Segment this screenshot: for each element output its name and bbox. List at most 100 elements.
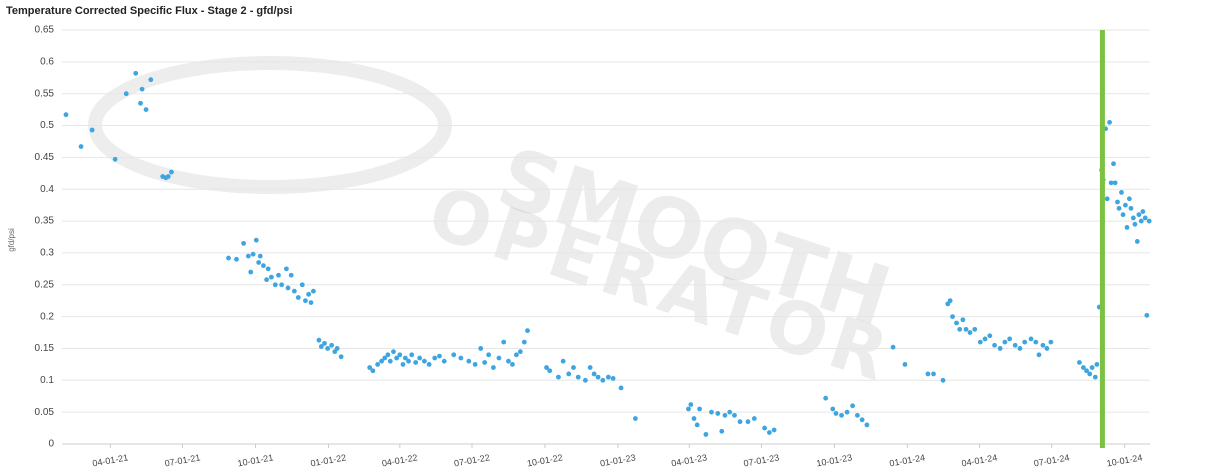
point	[833, 411, 839, 416]
point	[513, 352, 519, 358]
x-tick-label: 10-01-24	[1106, 452, 1143, 468]
point	[334, 346, 340, 351]
point	[496, 355, 502, 361]
point	[303, 298, 308, 304]
point	[600, 377, 606, 383]
point	[299, 282, 305, 288]
point	[854, 412, 860, 418]
point	[148, 77, 154, 83]
point	[686, 406, 691, 412]
point	[248, 269, 254, 275]
y-tick-label: 0.15	[35, 343, 55, 354]
point	[987, 333, 993, 339]
point	[544, 365, 549, 370]
point	[688, 402, 694, 407]
y-tick-label: 0.1	[40, 375, 54, 386]
y-tick-label: 0.25	[35, 279, 55, 290]
point	[1080, 365, 1086, 370]
y-tick-label: 0.35	[35, 216, 55, 227]
point	[265, 266, 271, 272]
point	[143, 107, 149, 113]
point	[1077, 360, 1082, 365]
x-tick-label: 10-01-21	[237, 452, 274, 468]
x-tick-label: 01-01-22	[310, 452, 347, 468]
point	[1094, 361, 1100, 367]
point	[694, 422, 700, 428]
point	[859, 417, 865, 423]
y-tick-label: 0.55	[35, 88, 55, 99]
point	[379, 358, 384, 364]
x-tick-label: 01-01-24	[889, 452, 926, 468]
point	[409, 352, 415, 358]
point	[902, 361, 908, 367]
point	[406, 358, 411, 364]
point	[458, 355, 464, 361]
point	[306, 291, 312, 297]
point	[417, 355, 423, 361]
point	[587, 365, 593, 370]
point	[1007, 336, 1013, 342]
point	[977, 339, 983, 345]
point	[482, 360, 488, 365]
point	[138, 100, 143, 106]
point	[963, 326, 969, 332]
point	[823, 395, 829, 401]
point	[1128, 205, 1134, 211]
y-tick-label: 0.5	[40, 120, 54, 131]
point	[957, 326, 963, 332]
point	[566, 371, 572, 377]
point	[556, 374, 561, 380]
point	[521, 339, 527, 345]
point	[517, 349, 523, 355]
point	[426, 361, 432, 367]
point	[947, 298, 953, 304]
point	[1116, 205, 1122, 211]
point	[745, 419, 751, 425]
y-tick-label: 0.6	[40, 56, 54, 67]
watermark-logo	[88, 56, 452, 194]
point	[940, 377, 946, 383]
point	[1126, 196, 1132, 202]
point	[931, 371, 936, 377]
y-tick-label: 0.05	[35, 407, 55, 418]
point	[169, 169, 174, 175]
point	[575, 374, 581, 380]
point	[325, 346, 331, 351]
point	[472, 361, 478, 367]
point	[501, 339, 507, 345]
point	[451, 352, 457, 358]
chart-title: Temperature Corrected Specific Flux - St…	[6, 5, 292, 17]
point	[1136, 212, 1142, 218]
x-tick-label: 07-01-21	[164, 452, 201, 468]
point	[560, 358, 566, 364]
point	[1115, 199, 1120, 205]
point	[610, 375, 616, 381]
point	[165, 174, 171, 179]
point	[391, 349, 396, 355]
x-tick-label: 04-01-22	[381, 452, 418, 468]
point	[308, 300, 314, 306]
point	[397, 352, 403, 358]
y-axis-label: gfd/psi	[7, 228, 16, 252]
x-tick-label: 04-01-23	[671, 452, 708, 468]
x-tick-label: 04-01-21	[92, 452, 129, 468]
point	[486, 352, 492, 358]
point	[960, 317, 966, 323]
point	[1022, 339, 1028, 345]
point	[437, 353, 442, 359]
point	[1123, 202, 1128, 208]
point	[402, 355, 408, 361]
point	[329, 342, 335, 348]
point	[316, 337, 322, 343]
point	[992, 342, 997, 348]
point	[490, 365, 496, 370]
point	[766, 430, 772, 435]
point	[1017, 346, 1023, 351]
y-tick-label: 0.45	[35, 152, 55, 163]
point	[697, 406, 702, 412]
point	[253, 237, 259, 243]
point	[268, 274, 274, 280]
point	[226, 255, 231, 261]
point	[506, 358, 511, 364]
